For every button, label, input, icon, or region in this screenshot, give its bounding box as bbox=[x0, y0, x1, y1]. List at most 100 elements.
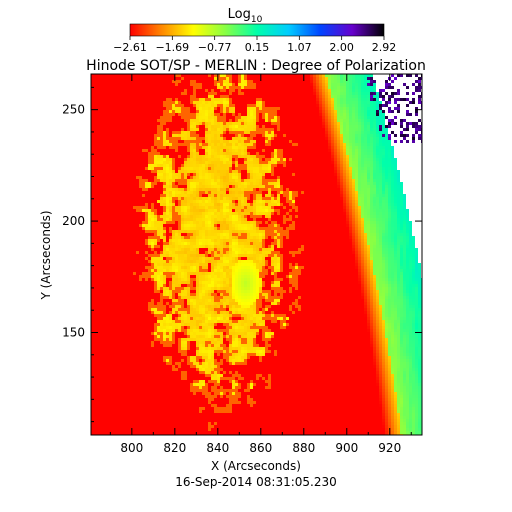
heatmap-cell bbox=[367, 77, 370, 80]
heatmap-cell bbox=[298, 77, 301, 80]
heatmap-cell bbox=[121, 164, 124, 167]
heatmap-cell bbox=[226, 89, 229, 92]
heatmap-cell bbox=[139, 173, 142, 176]
heatmap-cell bbox=[289, 143, 292, 146]
heatmap-cell bbox=[121, 194, 124, 197]
heatmap-cell bbox=[94, 209, 97, 212]
heatmap-cell bbox=[388, 179, 391, 182]
heatmap-cell bbox=[337, 125, 340, 128]
heatmap-cell bbox=[304, 107, 307, 110]
heatmap-cell bbox=[205, 176, 208, 179]
heatmap-cell bbox=[385, 146, 388, 149]
heatmap-cell bbox=[187, 209, 190, 212]
heatmap-cell bbox=[244, 200, 247, 203]
heatmap-cell bbox=[310, 101, 313, 104]
heatmap-cell bbox=[196, 197, 199, 200]
heatmap-cell bbox=[217, 176, 220, 179]
heatmap-cell bbox=[262, 200, 265, 203]
heatmap-cell bbox=[238, 137, 241, 140]
heatmap-cell bbox=[94, 140, 97, 143]
heatmap-cell bbox=[322, 104, 325, 107]
heatmap-cell bbox=[169, 200, 172, 203]
heatmap-cell bbox=[199, 164, 202, 167]
heatmap-cell bbox=[106, 212, 109, 215]
heatmap-cell bbox=[151, 116, 154, 119]
heatmap-cell bbox=[157, 185, 160, 188]
heatmap-cell bbox=[157, 212, 160, 215]
heatmap-cell bbox=[265, 77, 268, 80]
heatmap-cell bbox=[367, 158, 370, 161]
heatmap-cell bbox=[100, 182, 103, 185]
heatmap-cell bbox=[382, 182, 385, 185]
heatmap-cell bbox=[361, 116, 364, 119]
heatmap-cell bbox=[229, 215, 232, 218]
heatmap-cell bbox=[202, 80, 205, 83]
heatmap-cell bbox=[160, 95, 163, 98]
heatmap-cell bbox=[100, 200, 103, 203]
heatmap-cell bbox=[265, 215, 268, 218]
heatmap-cell bbox=[301, 86, 304, 89]
heatmap-cell bbox=[124, 206, 127, 209]
heatmap-cell bbox=[361, 170, 364, 173]
heatmap-cell bbox=[256, 200, 259, 203]
heatmap-cell bbox=[172, 80, 175, 83]
heatmap-cell bbox=[232, 134, 235, 137]
heatmap-cell bbox=[361, 122, 364, 125]
heatmap-cell bbox=[274, 185, 277, 188]
heatmap-cell bbox=[220, 203, 223, 206]
heatmap-cell bbox=[247, 113, 250, 116]
heatmap-cell bbox=[91, 116, 94, 119]
heatmap-cell bbox=[322, 92, 325, 95]
heatmap-cell bbox=[112, 77, 115, 80]
heatmap-cell bbox=[298, 197, 301, 200]
heatmap-cell bbox=[172, 158, 175, 161]
heatmap-cell bbox=[292, 95, 295, 98]
heatmap-cell bbox=[373, 167, 376, 170]
heatmap-cell bbox=[358, 209, 361, 212]
heatmap-cell bbox=[127, 86, 130, 89]
heatmap-cell bbox=[382, 164, 385, 167]
heatmap-cell bbox=[163, 149, 166, 152]
heatmap-cell bbox=[151, 131, 154, 134]
heatmap-cell bbox=[358, 89, 361, 92]
heatmap-cell bbox=[244, 164, 247, 167]
heatmap-cell bbox=[244, 203, 247, 206]
heatmap-cell bbox=[139, 125, 142, 128]
heatmap-cell bbox=[316, 77, 319, 80]
heatmap-cell bbox=[163, 206, 166, 209]
heatmap-cell bbox=[406, 86, 409, 89]
heatmap-cell bbox=[106, 206, 109, 209]
heatmap-cell bbox=[328, 95, 331, 98]
heatmap-cell bbox=[364, 110, 367, 113]
heatmap-cell bbox=[307, 119, 310, 122]
heatmap-cell bbox=[271, 173, 274, 176]
heatmap-cell bbox=[280, 179, 283, 182]
heatmap-cell bbox=[376, 197, 379, 200]
heatmap-cell bbox=[109, 152, 112, 155]
heatmap-cell bbox=[124, 149, 127, 152]
heatmap-cell bbox=[139, 164, 142, 167]
heatmap-cell bbox=[232, 95, 235, 98]
heatmap-cell bbox=[343, 137, 346, 140]
heatmap-cell bbox=[244, 197, 247, 200]
heatmap-cell bbox=[262, 95, 265, 98]
heatmap-cell bbox=[175, 206, 178, 209]
heatmap-cell bbox=[250, 161, 253, 164]
heatmap-cell bbox=[328, 149, 331, 152]
heatmap-cell bbox=[187, 92, 190, 95]
heatmap-cell bbox=[394, 158, 397, 161]
heatmap-cell bbox=[247, 95, 250, 98]
heatmap-cell bbox=[382, 146, 385, 149]
heatmap-cell bbox=[103, 188, 106, 191]
heatmap-cell bbox=[190, 167, 193, 170]
heatmap-cell bbox=[277, 155, 280, 158]
heatmap-cell bbox=[373, 197, 376, 200]
heatmap-cell bbox=[283, 161, 286, 164]
heatmap-cell bbox=[253, 161, 256, 164]
heatmap-cell bbox=[112, 113, 115, 116]
heatmap-cell bbox=[94, 86, 97, 89]
heatmap-cell bbox=[163, 164, 166, 167]
heatmap-cell bbox=[364, 83, 367, 86]
heatmap-cell bbox=[352, 191, 355, 194]
heatmap-cell bbox=[223, 158, 226, 161]
